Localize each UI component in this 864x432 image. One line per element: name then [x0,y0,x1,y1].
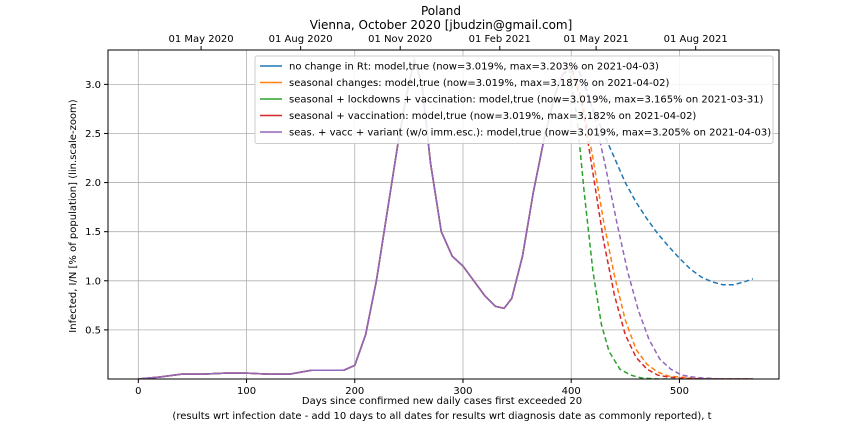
legend-entry: seasonal changes: model,true (now=3.019%… [289,78,669,89]
top-tick-label: 01 May 2020 [168,34,233,45]
y-tick-label: 0.5 [85,325,101,336]
series-forecast-line-0 [562,63,754,286]
y-axis-label: Infected, I/N [% of population] (lin.sca… [68,99,79,332]
y-tick-label: 3.0 [85,80,101,91]
top-tick-label: 01 Feb 2021 [469,34,531,45]
y-tick-label: 1.0 [85,276,101,287]
x-tick-label: 0 [135,386,141,397]
plot-frame [107,49,780,380]
x-tick-label: 500 [670,386,689,397]
legend-box [254,55,774,144]
top-tick-label: 01 May 2021 [563,34,628,45]
x-axis-label-note: (results wrt infection date - add 10 day… [172,411,711,422]
top-tick-label: 01 Aug 2020 [269,34,333,45]
y-tick-label: 2.0 [85,178,101,189]
x-axis-label: Days since confirmed new daily cases fir… [302,396,582,407]
top-tick-label: 01 Nov 2020 [368,34,432,45]
legend-entry: seasonal + vaccination: model,true (now=… [289,111,696,122]
x-tick-label: 300 [453,386,472,397]
x-tick-label: 100 [237,386,256,397]
legend-entry: seasonal + lockdowns + vaccination: mode… [289,95,764,106]
legend: no change in Rt: model,true (now=3.019%,… [254,55,774,144]
legend-entry: no change in Rt: model,true (now=3.019%,… [289,62,659,73]
y-tick-label: 2.5 [85,129,101,140]
y-tick-label: 1.5 [85,227,101,238]
x-tick-label: 200 [345,386,364,397]
x-tick-label: 400 [562,386,581,397]
axis-ticks: 0 100 200 300 400 500 0.5 1.0 1.5 2.0 2.5 3.0 01 May… [85,34,728,397]
top-tick-label: 01 Aug 2021 [664,34,728,45]
legend-entry: seas. + vacc + variant (w/o imm.esc.): m… [289,128,771,139]
chart-subtitle: Vienna, October 2020 [jbudzin@gmail.com] [310,18,573,32]
chart-title: Poland [421,4,461,18]
